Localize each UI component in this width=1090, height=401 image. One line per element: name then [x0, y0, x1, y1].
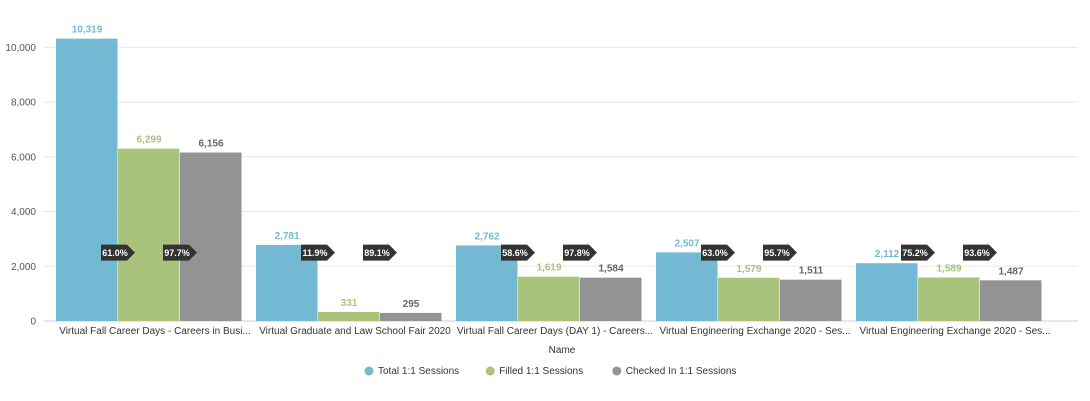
conversion-badge	[563, 244, 597, 261]
conversion-badge-label: 75.2%	[902, 248, 928, 258]
x-tick-label: Virtual Fall Career Days - Careers in Bu…	[59, 326, 251, 337]
conversion-badge-label: 97.8%	[564, 248, 590, 258]
conversion-badge	[501, 244, 535, 261]
conversion-badge	[101, 244, 135, 261]
legend: Total 1:1 Sessions Filled 1:1 Sessions Che…	[364, 366, 737, 377]
conversion-badge-label: 63.0%	[702, 248, 728, 258]
bars	[56, 38, 1042, 321]
conversion-badge-label: 97.7%	[164, 248, 190, 258]
conversion-badge	[301, 244, 335, 261]
y-tick-label: 4,000	[11, 207, 36, 218]
x-tick-label: Virtual Engineering Exchange 2020 - Ses.…	[659, 326, 850, 337]
data-label: 1,589	[936, 264, 961, 275]
legend-label: Total 1:1 Sessions	[378, 366, 459, 377]
bar	[580, 277, 642, 321]
data-labels: 10,319 2,781 2,762 2,507 2,112 6,299 331 1,619 1…	[72, 25, 1024, 310]
y-tick-label: 10,000	[5, 43, 36, 54]
bar	[180, 152, 242, 321]
data-label: 10,319	[72, 25, 103, 36]
bar	[656, 252, 718, 321]
x-tick-label: Virtual Fall Career Days (DAY 1) - Caree…	[457, 326, 653, 337]
data-label: 295	[403, 299, 420, 310]
data-label: 6,299	[136, 135, 161, 146]
conversion-badge-label: 11.9%	[302, 248, 327, 258]
conversion-badge	[901, 244, 935, 261]
y-tick-label: 8,000	[11, 98, 36, 109]
bar	[780, 279, 842, 321]
bar	[980, 280, 1042, 321]
bar	[56, 38, 118, 321]
data-label: 2,781	[274, 231, 299, 242]
data-label: 1,511	[799, 266, 824, 277]
legend-label: Checked In 1:1 Sessions	[626, 366, 737, 377]
data-label: 2,507	[674, 238, 699, 249]
data-label: 331	[341, 298, 358, 309]
data-label: 1,584	[598, 264, 623, 275]
data-label: 2,112	[875, 249, 900, 260]
legend-marker	[364, 366, 374, 376]
x-tick-label: Virtual Engineering Exchange 2020 - Ses.…	[859, 326, 1050, 337]
conversion-badge	[763, 244, 797, 261]
x-axis-title: Name	[549, 345, 576, 356]
data-label: 1,579	[736, 264, 761, 275]
bar	[856, 263, 918, 321]
data-label: 2,762	[474, 231, 499, 242]
conversion-badge-label: 58.6%	[502, 248, 528, 258]
legend-label: Filled 1:1 Sessions	[499, 366, 583, 377]
x-axis: Virtual Fall Career Days - Careers in Bu…	[59, 326, 1050, 337]
y-tick-label: 6,000	[11, 152, 36, 163]
x-tick-label: Virtual Graduate and Law School Fair 202…	[259, 326, 451, 337]
y-tick-label: 0	[30, 317, 36, 328]
conversion-badge-label: 95.7%	[764, 248, 790, 258]
data-label: 1,619	[536, 263, 561, 274]
data-label: 1,487	[998, 266, 1023, 277]
conversion-badge-label: 61.0%	[102, 248, 128, 258]
data-label: 6,156	[198, 139, 223, 150]
conversion-badge	[963, 244, 997, 261]
legend-marker	[612, 366, 622, 376]
bar	[718, 277, 780, 321]
bar	[118, 148, 180, 321]
conversion-badges: 61.0% 97.7% 11.9% 89.1% 58.6% 97.8% 63.0% 95.7%…	[101, 244, 997, 261]
legend-marker	[485, 366, 495, 376]
conversion-badge-label: 93.6%	[964, 248, 990, 258]
y-tick-label: 2,000	[11, 262, 36, 273]
conversion-badge	[701, 244, 735, 261]
bar	[380, 312, 442, 321]
bar	[918, 277, 980, 321]
conversion-badge	[163, 244, 197, 261]
conversion-badge-label: 89.1%	[364, 248, 390, 258]
conversion-badge	[363, 244, 397, 261]
bar	[318, 311, 380, 321]
y-axis: 0 2,000 4,000 6,000 8,000 10,000	[5, 43, 36, 328]
bar	[518, 276, 580, 321]
